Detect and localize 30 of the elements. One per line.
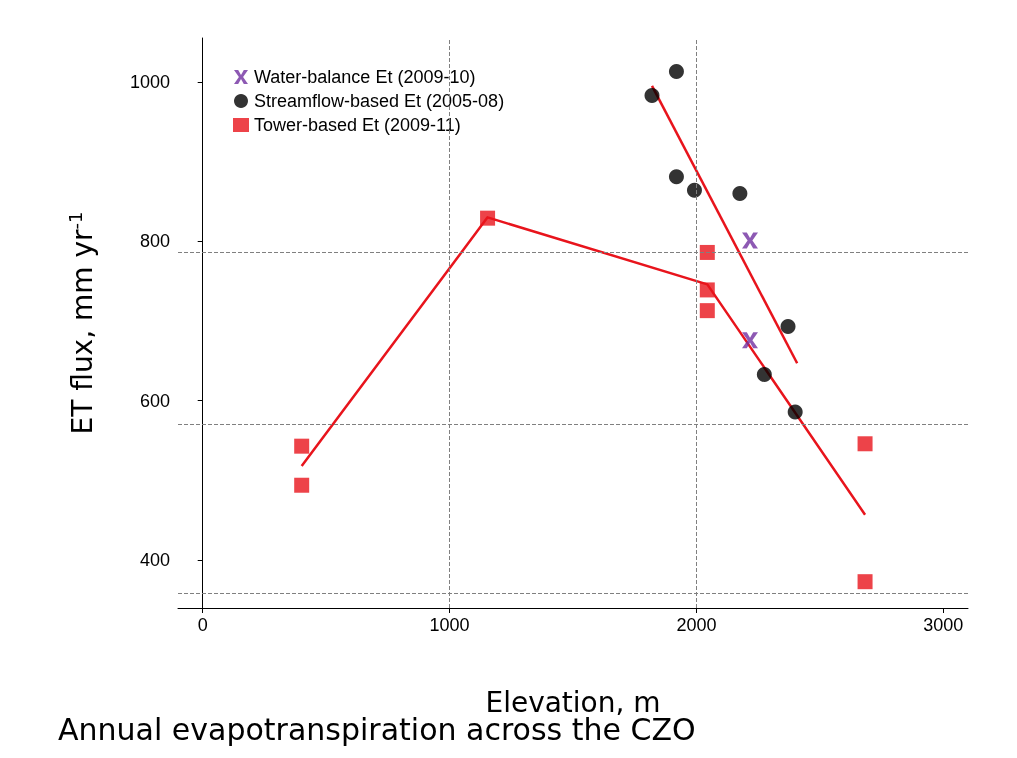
- point: [644, 87, 660, 103]
- point: [686, 182, 702, 198]
- legend-label: Streamflow-based Et (2005-08): [254, 91, 505, 111]
- y-tick-label: 800: [139, 231, 170, 252]
- point: [699, 282, 715, 298]
- point: [732, 185, 748, 201]
- point: [857, 574, 873, 590]
- y-tick-label: 400: [139, 550, 170, 571]
- point: [668, 169, 684, 185]
- point: [294, 477, 310, 493]
- y-tick-label: 600: [139, 390, 170, 411]
- point: [756, 366, 772, 382]
- legend-label: Tower-based Et (2009-11): [254, 115, 461, 135]
- legend-label: Water-balance Et (2009-10): [254, 67, 476, 87]
- point: [857, 436, 873, 452]
- point: [780, 319, 796, 335]
- point: [787, 404, 803, 420]
- point: [480, 210, 496, 226]
- point: [294, 438, 310, 454]
- x-tick-label: 1000: [429, 615, 470, 635]
- point: [742, 332, 759, 349]
- x-tick-label: 2000: [676, 615, 717, 635]
- x-tick-label: 3000: [923, 615, 964, 635]
- point: [699, 244, 715, 260]
- x-tick-label: 0: [197, 615, 208, 635]
- y-tick-label: 1000: [129, 71, 170, 92]
- point: [699, 303, 715, 319]
- point: [668, 63, 684, 79]
- y-axis-title: ET flux, mm yr-1: [64, 211, 99, 435]
- point: [742, 232, 759, 249]
